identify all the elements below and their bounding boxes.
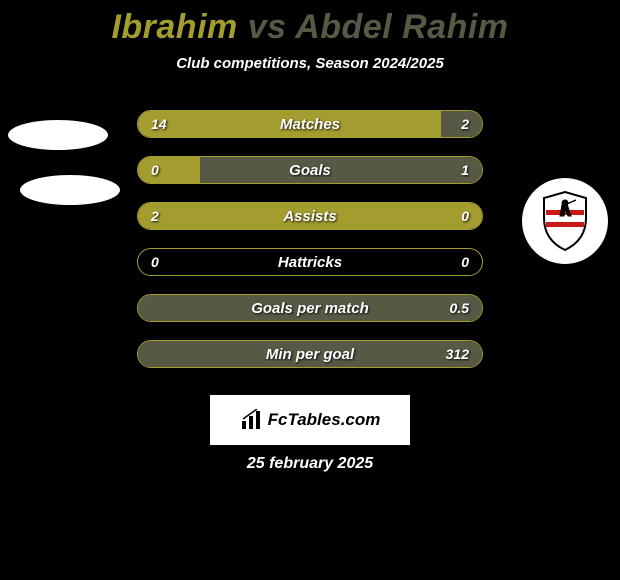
comparison-chart: 142Matches 01Goals 20Assists 00Hattricks 0.5…	[0, 110, 620, 368]
bar-track	[137, 202, 483, 230]
player2-name: Abdel Rahim	[295, 8, 508, 46]
bar-track	[137, 110, 483, 138]
bar-track	[137, 294, 483, 322]
bar-left	[138, 203, 482, 229]
date-label: 25 february 2025	[0, 455, 620, 473]
bar-right	[138, 295, 482, 321]
stat-row: 312Min per goal	[0, 340, 620, 368]
stat-row: 01Goals	[0, 156, 620, 184]
stat-row: 0.5Goals per match	[0, 294, 620, 322]
bar-left	[138, 111, 441, 137]
player1-name: Ibrahim	[111, 8, 237, 46]
fctables-badge[interactable]: FcTables.com	[210, 395, 410, 445]
bar-right	[200, 157, 482, 183]
stat-row: 00Hattricks	[0, 248, 620, 276]
fctables-label: FcTables.com	[268, 410, 381, 430]
page-title: Ibrahim vs Abdel Rahim	[0, 0, 620, 47]
bar-right	[138, 341, 482, 367]
bar-left	[138, 157, 200, 183]
stat-row: 142Matches	[0, 110, 620, 138]
bar-right	[441, 111, 482, 137]
bar-track	[137, 340, 483, 368]
vs-text: vs	[248, 8, 287, 46]
bar-track	[137, 156, 483, 184]
subtitle: Club competitions, Season 2024/2025	[0, 55, 620, 72]
bar-track	[137, 248, 483, 276]
fctables-chart-icon	[240, 409, 262, 431]
stat-row: 20Assists	[0, 202, 620, 230]
